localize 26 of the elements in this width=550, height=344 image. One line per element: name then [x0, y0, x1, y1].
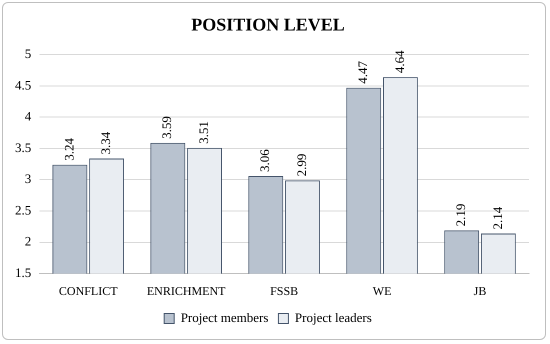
data-label: 4.47 — [355, 60, 370, 84]
data-label: 3.51 — [196, 121, 211, 144]
data-label: 2.14 — [490, 206, 505, 230]
y-tick-label: 4.5 — [15, 77, 32, 92]
x-tick-label: CONFLICT — [58, 284, 118, 298]
legend-label: Project leaders — [294, 310, 372, 325]
x-tick-label: FSSB — [270, 284, 298, 298]
y-tick-label: 3 — [24, 171, 32, 186]
data-label: 2.19 — [453, 204, 468, 226]
x-tick-label: ENRICHMENT — [146, 284, 226, 298]
data-label: 3.24 — [61, 137, 76, 161]
data-label: 4.64 — [392, 50, 407, 74]
data-label: 3.06 — [257, 148, 272, 172]
y-tick-label: 3.5 — [15, 140, 32, 155]
y-tick-label: 1.5 — [15, 265, 32, 280]
legend-label: Project members — [180, 310, 268, 325]
y-tick-label: 2.5 — [15, 202, 32, 218]
y-tick-label: 5 — [24, 46, 32, 62]
x-tick-label: WE — [372, 284, 392, 298]
data-label: 2.99 — [294, 154, 309, 176]
y-tick-label: 2 — [24, 234, 32, 249]
y-tick-label: 4 — [24, 108, 32, 124]
data-label: 3.34 — [98, 131, 114, 154]
chart-title: POSITION LEVEL — [191, 14, 345, 34]
x-tick-label: JB — [474, 284, 486, 298]
data-label: 3.59 — [159, 116, 174, 139]
